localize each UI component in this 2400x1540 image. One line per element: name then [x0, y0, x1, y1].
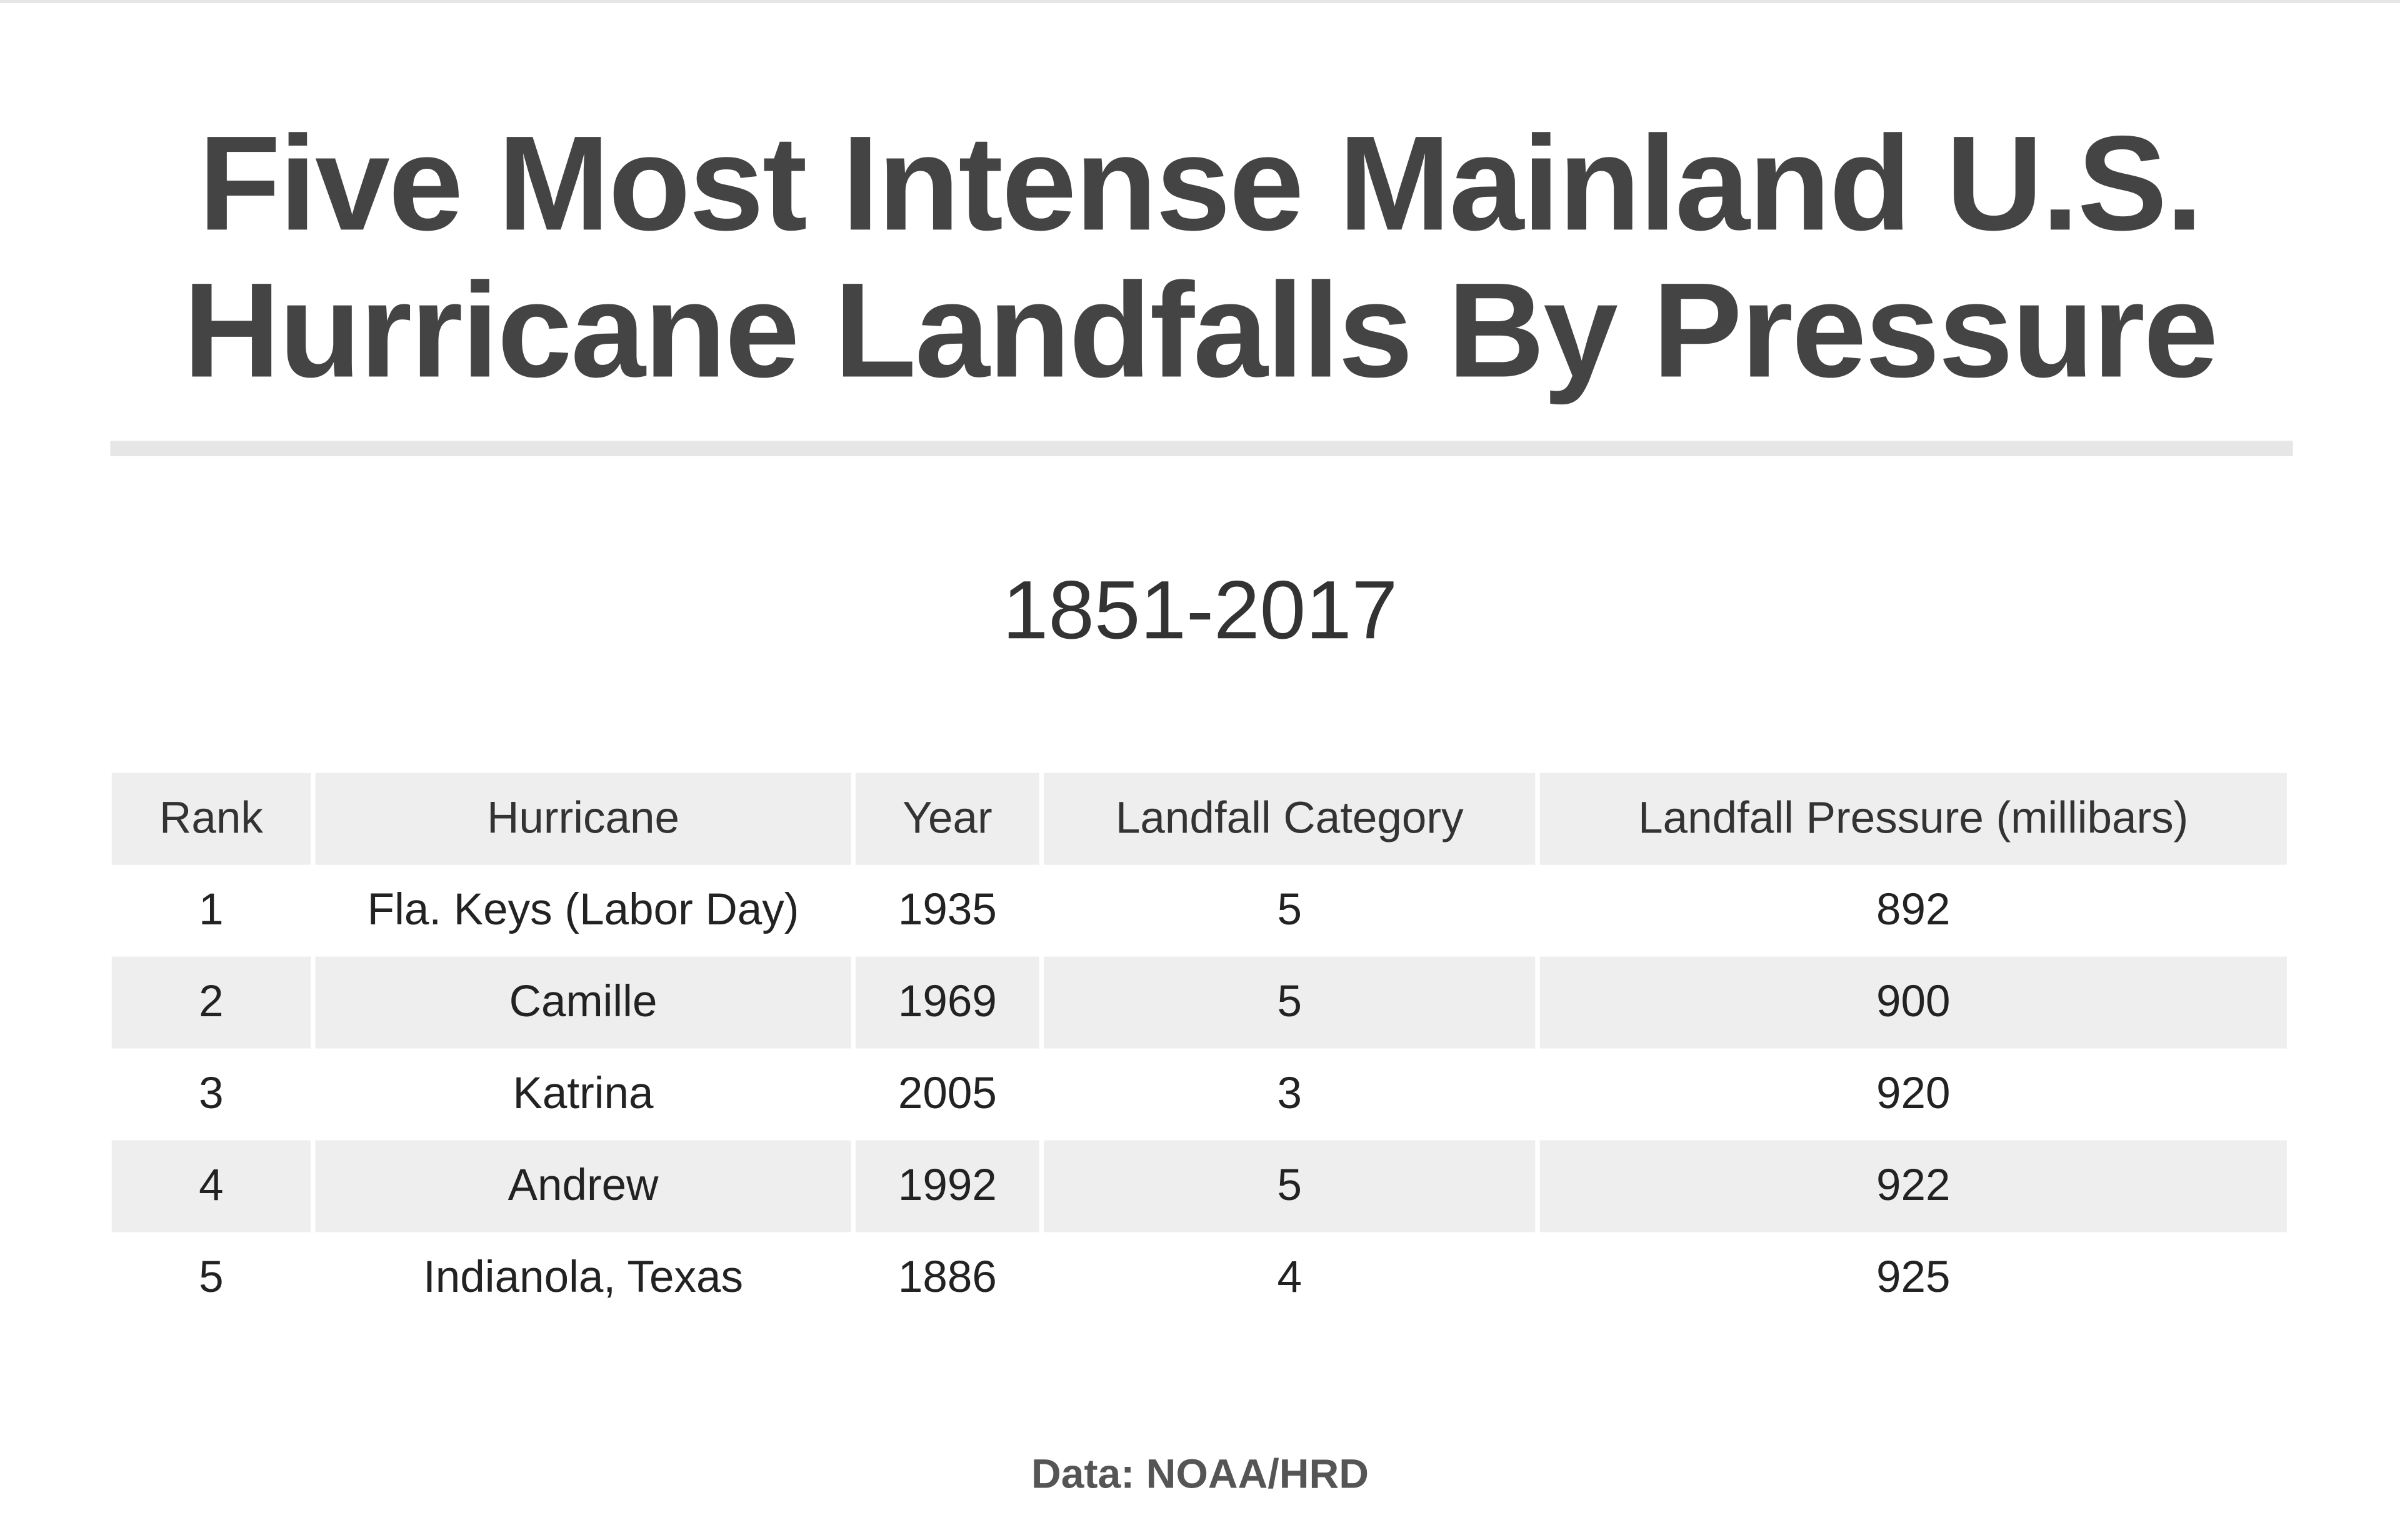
cell-hurricane: Indianola, Texas [423, 1252, 744, 1302]
header-year: Year [855, 772, 1039, 865]
subtitle: 1851-2017 [1002, 564, 1398, 657]
header-hurricane: Hurricane [315, 772, 851, 865]
cell-rank: 2 [111, 956, 311, 1049]
cell-year: 1935 [898, 885, 997, 935]
header-pressure: Landfall Pressure (millibars) [1539, 772, 2287, 865]
cell-pressure: 900 [1539, 956, 2287, 1049]
header-rank: Rank [111, 772, 311, 865]
table-header-row: Rank Hurricane Year Landfall Category La… [111, 772, 2287, 865]
title-line-1: Five Most Intense Mainland U.S. [198, 107, 2203, 259]
cell-pressure: 920 [1876, 1069, 1951, 1118]
cell-rank: 1 [199, 885, 224, 935]
cell-year: 2005 [898, 1069, 997, 1118]
page-title: Five Most Intense Mainland U.S. Hurrican… [0, 107, 2400, 406]
cell-year: 1992 [855, 1140, 1039, 1232]
cell-category: 3 [1277, 1069, 1302, 1118]
cell-rank: 4 [111, 1140, 311, 1232]
cell-hurricane: Camille [315, 956, 851, 1049]
source-note: Data: NOAA/HRD [1031, 1451, 1369, 1498]
cell-category: 4 [1277, 1252, 1302, 1302]
cell-category: 5 [1277, 885, 1302, 935]
cell-rank: 5 [199, 1252, 224, 1302]
header-category: Landfall Category [1044, 772, 1536, 865]
title-line-2: Hurricane Landfalls By Pressure [183, 254, 2218, 406]
cell-pressure: 922 [1539, 1140, 2287, 1232]
hurricane-table: Rank Hurricane Year Landfall Category La… [107, 772, 2291, 1324]
top-border [0, 0, 2400, 3]
cell-rank: 3 [199, 1069, 224, 1118]
cell-pressure: 892 [1876, 885, 1951, 935]
cell-category: 5 [1044, 1140, 1536, 1232]
table-row: 1 Fla. Keys (Labor Day) 1935 5 892 [112, 865, 2287, 957]
cell-year: 1886 [898, 1252, 997, 1302]
table-row: 5 Indianola, Texas 1886 4 925 [112, 1232, 2287, 1324]
cell-hurricane: Katrina [512, 1069, 654, 1118]
table-row: 4 Andrew 1992 5 922 [111, 1140, 2287, 1232]
divider [110, 441, 2293, 456]
table-row: 2 Camille 1969 5 900 [111, 956, 2287, 1049]
cell-category: 5 [1044, 956, 1536, 1049]
table-row: 3 Katrina 2005 3 920 [112, 1049, 2287, 1141]
cell-hurricane: Andrew [315, 1140, 851, 1232]
cell-hurricane: Fla. Keys (Labor Day) [367, 885, 799, 935]
cell-year: 1969 [855, 956, 1039, 1049]
cell-pressure: 925 [1876, 1252, 1951, 1302]
